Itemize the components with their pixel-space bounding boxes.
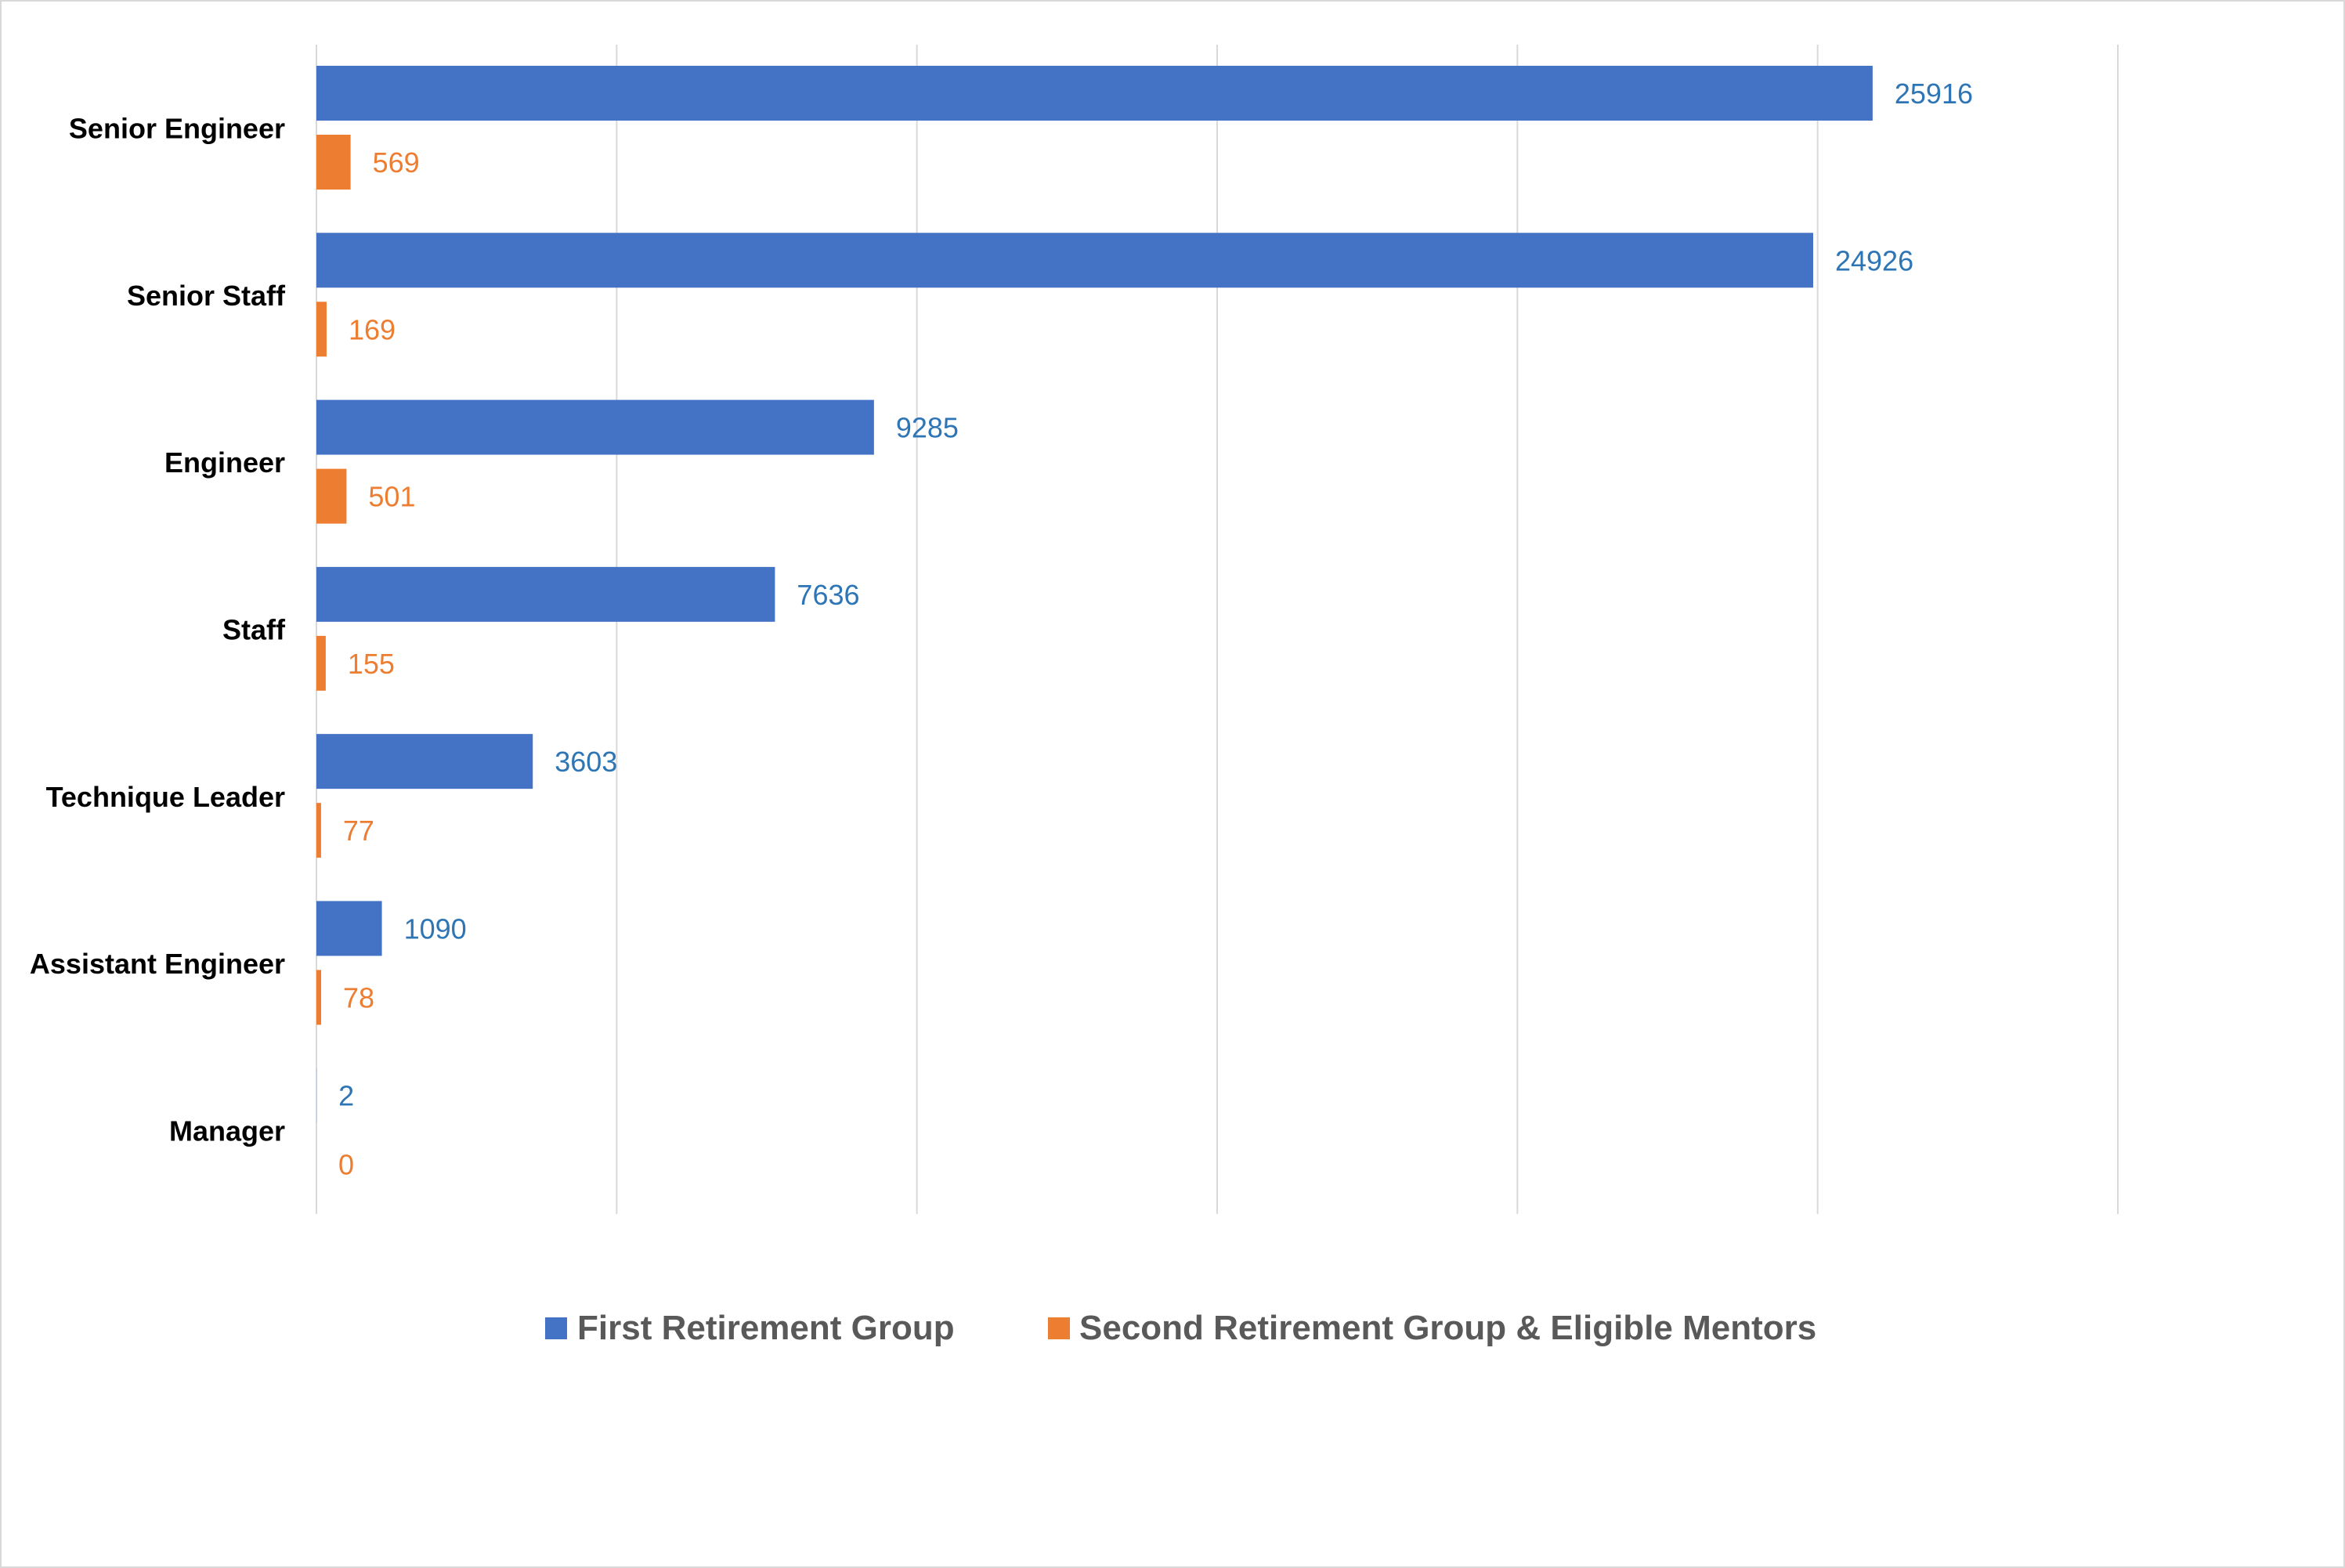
legend: First Retirement Group Second Retirement … (545, 1309, 1816, 1347)
category-label-senior-engineer: Senior Engineer (69, 113, 285, 145)
category-label-engineer: Engineer (164, 446, 285, 479)
category-label-assistant-engineer: Assistant Engineer (30, 948, 285, 980)
data-label-s1-assistant-engineer: 1090 (404, 912, 467, 945)
bar-s2-assistant-engineer (316, 970, 321, 1025)
bar-s2-senior-staff (316, 302, 327, 357)
data-label-s2-senior-staff: 169 (349, 313, 396, 345)
bar-s1-senior-staff (316, 233, 1813, 288)
data-label-s1-technique-leader: 3603 (555, 746, 617, 778)
bar-s2-engineer (316, 468, 347, 524)
bar-s1-staff (316, 566, 775, 622)
data-label-s2-technique-leader: 77 (343, 815, 374, 847)
bar-s1-engineer (316, 399, 874, 455)
bar-s2-staff (316, 635, 326, 691)
legend-label-s1: First Retirement Group (577, 1309, 955, 1347)
labels: Senior Engineer 25916 569 Senior Staff 24926… (30, 78, 1973, 1181)
bar-s2-senior-engineer (316, 135, 351, 190)
data-label-s1-senior-engineer: 25916 (1895, 78, 1973, 110)
bar-s1-senior-engineer (316, 66, 1873, 121)
data-label-s1-staff: 7636 (797, 579, 859, 611)
bar-s1-technique-leader (316, 734, 533, 789)
data-label-s2-engineer: 501 (368, 481, 415, 513)
bar-s2-technique-leader (316, 803, 321, 858)
data-label-s2-senior-engineer: 569 (373, 146, 420, 179)
category-label-staff: Staff (222, 614, 286, 646)
data-label-s2-assistant-engineer: 78 (343, 981, 374, 1013)
bars (316, 66, 1873, 1123)
category-label-technique-leader: Technique Leader (46, 781, 285, 813)
legend-label-s2: Second Retirement Group & Eligible Mento… (1079, 1309, 1816, 1347)
category-label-senior-staff: Senior Staff (127, 280, 286, 312)
gridlines (316, 45, 2119, 1214)
legend-swatch-s1 (545, 1317, 567, 1339)
bar-s1-assistant-engineer (316, 901, 382, 956)
data-label-s1-manager: 2 (338, 1080, 354, 1112)
data-label-s1-engineer: 9285 (896, 412, 959, 444)
legend-swatch-s2 (1048, 1317, 1070, 1339)
data-label-s2-staff: 155 (348, 648, 395, 680)
data-label-s1-senior-staff: 24926 (1835, 244, 1913, 276)
data-label-s2-manager: 0 (338, 1149, 354, 1181)
category-label-manager: Manager (169, 1115, 285, 1147)
